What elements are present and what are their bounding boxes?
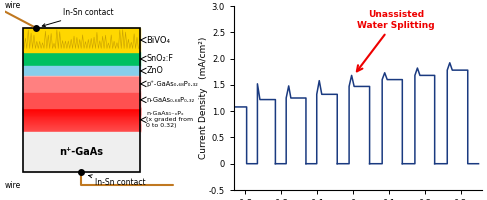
Text: ZnO: ZnO (146, 66, 163, 75)
Bar (23, 130, 140, 132)
Bar (23, 80, 140, 81)
Bar (23, 111, 140, 113)
Bar (23, 86, 140, 87)
Bar (23, 97, 140, 98)
Bar (23, 93, 140, 94)
Bar (23, 128, 140, 130)
Bar (23, 120, 140, 121)
Bar (23, 129, 140, 131)
Text: wire: wire (5, 181, 21, 190)
Bar (23, 116, 140, 117)
Bar (23, 103, 140, 104)
Bar (23, 101, 140, 102)
Text: n⁺-GaAs: n⁺-GaAs (59, 147, 103, 157)
Bar (23, 115, 140, 116)
Bar (23, 107, 140, 108)
Text: Unassisted
Water Splitting: Unassisted Water Splitting (357, 10, 435, 71)
Bar (23, 124, 140, 125)
Text: n-GaAs₁₋ₓPₓ
(x graded from
0 to 0.32): n-GaAs₁₋ₓPₓ (x graded from 0 to 0.32) (146, 111, 193, 128)
Bar (23, 114, 140, 115)
Bar (23, 88, 140, 89)
Bar (23, 76, 140, 92)
Bar (23, 78, 140, 79)
Bar (23, 28, 140, 52)
Bar (23, 117, 140, 118)
Bar (23, 28, 140, 172)
Bar (23, 110, 140, 112)
Bar (23, 107, 140, 109)
Bar (23, 105, 140, 106)
Bar (23, 99, 140, 100)
Bar (23, 77, 140, 78)
Bar (23, 125, 140, 127)
Bar (23, 113, 140, 115)
Text: In-Sn contact: In-Sn contact (42, 8, 114, 27)
Bar (23, 91, 140, 92)
Text: In-Sn contact: In-Sn contact (89, 175, 145, 187)
Bar (23, 83, 140, 84)
Bar (23, 66, 140, 76)
Text: wire: wire (5, 1, 21, 10)
Bar (23, 123, 140, 124)
Bar (23, 122, 140, 123)
Bar (23, 112, 140, 114)
Text: n-GaAs₀.₆₈P₀.₃₂: n-GaAs₀.₆₈P₀.₃₂ (146, 97, 194, 103)
Bar (23, 108, 140, 110)
Bar (23, 95, 140, 96)
Text: BiVO₄: BiVO₄ (146, 36, 170, 45)
Bar (23, 127, 140, 129)
Bar (23, 92, 140, 108)
Text: p⁺-GaAs₀.₆₈P₀.₃₂: p⁺-GaAs₀.₆₈P₀.₃₂ (146, 81, 198, 87)
Bar (23, 109, 140, 111)
Bar (23, 124, 140, 126)
Bar (23, 132, 140, 172)
Bar (23, 119, 140, 120)
Bar (23, 118, 140, 119)
Bar (23, 121, 140, 122)
Y-axis label: Current Density   (mA/cm²): Current Density (mA/cm²) (199, 37, 207, 159)
Text: SnO₂:F: SnO₂:F (146, 54, 173, 63)
Bar (23, 126, 140, 128)
Bar (23, 52, 140, 66)
